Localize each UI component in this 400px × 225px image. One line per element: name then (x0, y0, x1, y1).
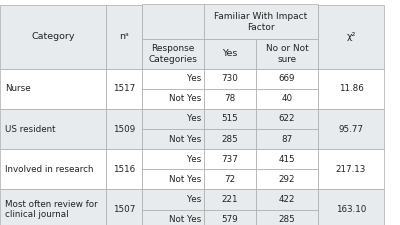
Bar (142, 39, 204, 69)
Text: 730: 730 (222, 74, 238, 83)
Text: Most often review for
clinical journal: Most often review for clinical journal (5, 200, 98, 219)
Bar (0, 189, 106, 225)
Bar (256, 69, 318, 89)
Text: 285: 285 (222, 135, 238, 144)
Text: 415: 415 (279, 155, 295, 164)
Text: 95.77: 95.77 (338, 125, 364, 134)
Bar (142, 89, 204, 109)
Text: Not Yes: Not Yes (168, 215, 201, 224)
Text: 285: 285 (279, 215, 295, 224)
Bar (142, 109, 204, 129)
Bar (142, 129, 204, 149)
Bar (318, 109, 384, 149)
Bar (204, 149, 256, 169)
Bar (204, 69, 256, 89)
Text: Nurse: Nurse (5, 84, 30, 93)
Bar (204, 169, 256, 189)
Bar (142, 4, 204, 39)
Text: 78: 78 (224, 94, 236, 103)
Bar (204, 129, 256, 149)
Text: Yes: Yes (186, 115, 201, 124)
Text: 737: 737 (222, 155, 238, 164)
Bar (106, 149, 142, 189)
Text: Category: Category (31, 32, 75, 41)
Text: 1516: 1516 (113, 165, 135, 174)
Bar (256, 169, 318, 189)
Text: Yes: Yes (186, 195, 201, 204)
Text: 579: 579 (222, 215, 238, 224)
Bar (256, 89, 318, 109)
Text: Yes: Yes (186, 155, 201, 164)
Bar (0, 4, 106, 69)
Text: Familiar With Impact
Factor: Familiar With Impact Factor (214, 12, 308, 32)
Bar (318, 4, 384, 69)
Text: 292: 292 (279, 175, 295, 184)
Text: nᵃ: nᵃ (119, 32, 129, 41)
Bar (106, 189, 142, 225)
Text: 622: 622 (279, 115, 295, 124)
Bar (204, 189, 256, 210)
Bar (204, 89, 256, 109)
Bar (256, 129, 318, 149)
Text: 217.13: 217.13 (336, 165, 366, 174)
Bar (204, 4, 318, 39)
Bar (204, 109, 256, 129)
Bar (106, 109, 142, 149)
Text: US resident: US resident (5, 125, 55, 134)
Bar (256, 210, 318, 225)
Bar (0, 69, 106, 109)
Text: No or Not
sure: No or Not sure (266, 44, 308, 64)
Bar (0, 109, 106, 149)
Text: 11.86: 11.86 (339, 84, 363, 93)
Text: 1507: 1507 (113, 205, 135, 214)
Bar (256, 189, 318, 210)
Text: χ²: χ² (346, 32, 356, 41)
Bar (142, 69, 204, 89)
Bar (142, 189, 204, 210)
Text: Not Yes: Not Yes (168, 175, 201, 184)
Bar (256, 149, 318, 169)
Text: Not Yes: Not Yes (168, 135, 201, 144)
Text: 40: 40 (282, 94, 292, 103)
Bar (142, 210, 204, 225)
Text: 72: 72 (224, 175, 236, 184)
Text: Response
Categories: Response Categories (148, 44, 198, 64)
Bar (106, 69, 142, 109)
Text: Involved in research: Involved in research (5, 165, 93, 174)
Text: 163.10: 163.10 (336, 205, 366, 214)
Text: 422: 422 (279, 195, 295, 204)
Bar (318, 189, 384, 225)
Bar (318, 149, 384, 189)
Bar (204, 210, 256, 225)
Bar (142, 149, 204, 169)
Bar (0, 149, 106, 189)
Text: Yes: Yes (186, 74, 201, 83)
Bar (318, 69, 384, 109)
Bar (142, 169, 204, 189)
Text: Yes: Yes (222, 50, 238, 58)
Text: Not Yes: Not Yes (168, 94, 201, 103)
Bar (256, 39, 318, 69)
Text: 515: 515 (222, 115, 238, 124)
Text: 1509: 1509 (113, 125, 135, 134)
Text: 221: 221 (222, 195, 238, 204)
Bar (106, 4, 142, 69)
Text: 87: 87 (281, 135, 293, 144)
Text: 1517: 1517 (113, 84, 135, 93)
Bar (256, 109, 318, 129)
Text: 669: 669 (279, 74, 295, 83)
Bar (204, 39, 256, 69)
